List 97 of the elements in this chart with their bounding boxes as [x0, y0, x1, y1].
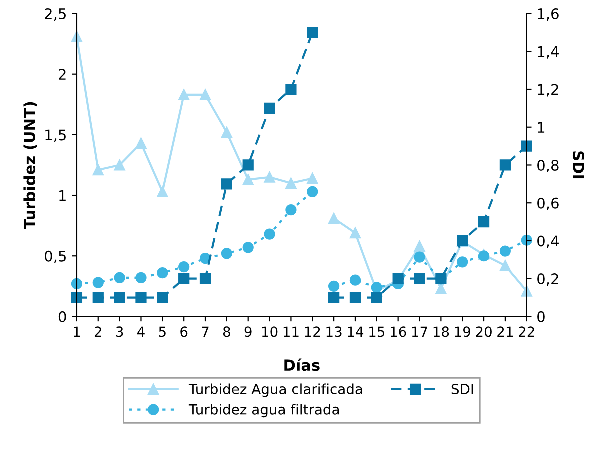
y2-tick-label: 1 [538, 122, 545, 133]
x-tick-label: 8 [223, 326, 230, 338]
y-tick-label: 2 [59, 69, 66, 80]
point [178, 261, 190, 273]
point [328, 280, 340, 292]
point [178, 273, 190, 284]
point [200, 89, 212, 101]
point [371, 282, 382, 294]
x-tick-label: 5 [159, 326, 166, 338]
point [521, 140, 532, 152]
x-tick-label: 20 [476, 326, 492, 338]
point [114, 292, 126, 304]
y2-axis-title: SDI [572, 152, 585, 179]
x-tick-label: 19 [455, 326, 470, 338]
y2-tick-label: 0,6 [538, 198, 559, 210]
point [221, 248, 232, 260]
point [157, 268, 168, 279]
x-tick-label: 2 [94, 326, 102, 337]
point [136, 138, 147, 149]
point [350, 292, 362, 304]
y-tick-label: 1 [60, 190, 66, 202]
y-tick-label: 0 [58, 311, 66, 322]
point [157, 292, 168, 304]
x-tick-label: 10 [262, 326, 278, 338]
x-tick-label: 18 [434, 326, 450, 338]
point [92, 292, 104, 304]
x-tick-label: 4 [137, 326, 145, 337]
y2-tick-label: 0 [538, 311, 545, 322]
point [242, 174, 254, 186]
y-axis-title: Turbidez (UNT) [24, 102, 38, 230]
y2-tick-label: 1,2 [538, 84, 558, 97]
x-tick-label: 16 [391, 326, 406, 338]
point [136, 292, 147, 304]
y2-tick-label: 0,4 [538, 236, 559, 248]
point [307, 173, 318, 184]
x-tick-label: 17 [412, 326, 428, 337]
point [500, 160, 512, 171]
point [200, 273, 212, 284]
x-tick-label: 9 [244, 326, 252, 338]
point [221, 178, 232, 190]
y2-tick-label: 1,4 [538, 46, 559, 59]
y-tick-label: 2,5 [45, 8, 66, 22]
point [414, 273, 426, 284]
point [114, 160, 126, 171]
x-tick-label: 7 [202, 326, 209, 337]
x-tick-label: 13 [326, 326, 342, 338]
legend-label: Turbidez Agua clarificada [188, 384, 362, 398]
point [350, 228, 362, 239]
point [286, 178, 297, 189]
point [414, 252, 426, 263]
point [114, 272, 126, 284]
point [242, 242, 254, 254]
legend-label: Turbidez agua filtrada [188, 404, 340, 418]
point [264, 172, 276, 183]
point [521, 286, 532, 297]
point [71, 292, 83, 304]
x-axis-title: Días [284, 358, 320, 372]
y2-tick-label: 0,8 [538, 160, 559, 172]
y-tick-label: 0,5 [45, 250, 66, 264]
point [221, 126, 232, 138]
point [414, 240, 426, 252]
point [307, 27, 318, 38]
point [242, 160, 254, 171]
point [371, 292, 382, 304]
x-tick-label: 12 [305, 326, 320, 337]
x-tick-label: 6 [180, 326, 188, 338]
y-tick-label: 1,5 [46, 130, 66, 142]
point [157, 186, 168, 198]
y2-tick-label: 0,2 [538, 274, 558, 286]
point [478, 216, 490, 228]
legend-label: SDI [452, 384, 474, 394]
point [457, 256, 468, 268]
point [136, 272, 147, 284]
x-tick-label: 11 [284, 326, 299, 337]
point [92, 164, 104, 176]
point [71, 278, 83, 290]
point [286, 84, 297, 96]
x-tick-label: 21 [498, 326, 514, 337]
point [178, 89, 190, 101]
point [264, 228, 276, 240]
point [350, 274, 362, 286]
point [328, 213, 340, 224]
y2-tick-label: 1,6 [538, 8, 559, 22]
point [264, 102, 276, 114]
x-tick-label: 14 [348, 326, 364, 337]
point [328, 292, 340, 304]
x-tick-label: 3 [116, 326, 124, 338]
point [92, 277, 104, 288]
point [436, 283, 447, 294]
x-tick-label: 1 [74, 326, 80, 337]
x-tick-label: 15 [370, 326, 385, 338]
point [500, 246, 512, 257]
point [521, 234, 532, 246]
point [500, 260, 512, 272]
x-tick-label: 22 [519, 326, 534, 337]
point [286, 204, 297, 216]
point [307, 186, 318, 198]
